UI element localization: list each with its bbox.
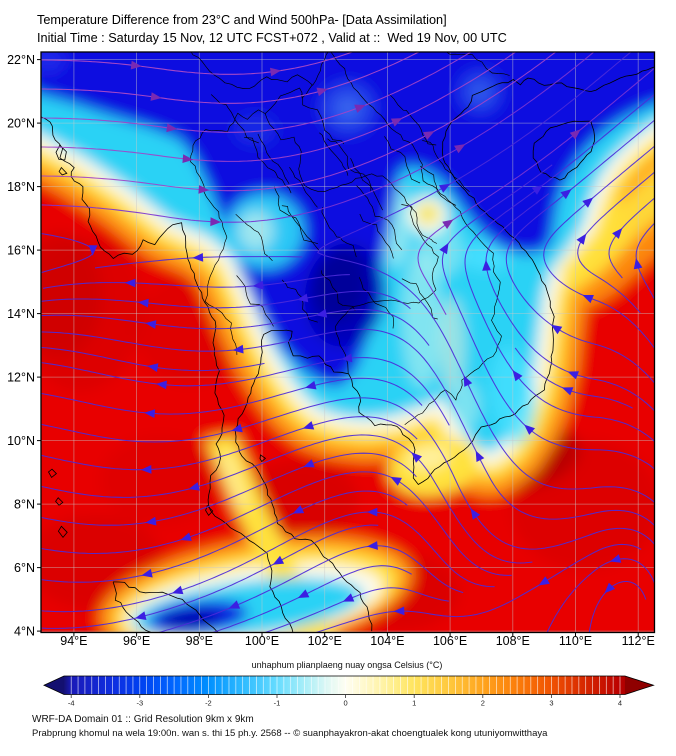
svg-text:-3: -3 <box>136 699 143 708</box>
svg-text:8°N: 8°N <box>14 497 35 511</box>
svg-text:3: 3 <box>549 699 553 708</box>
svg-text:14°N: 14°N <box>7 307 35 321</box>
svg-text:-1: -1 <box>274 699 281 708</box>
svg-text:98°E: 98°E <box>186 634 213 648</box>
svg-text:0: 0 <box>344 699 348 708</box>
svg-text:108°E: 108°E <box>496 634 530 648</box>
svg-text:Prabprung khomul na wela 19:00: Prabprung khomul na wela 19:00n. wan s. … <box>32 728 548 739</box>
svg-text:4: 4 <box>618 699 622 708</box>
svg-text:22°N: 22°N <box>7 53 35 67</box>
svg-text:96°E: 96°E <box>123 634 150 648</box>
svg-text:unhaphum plianplaeng nuay ongs: unhaphum plianplaeng nuay ongsa Celsius … <box>252 660 443 670</box>
svg-text:-2: -2 <box>205 699 212 708</box>
svg-text:100°E: 100°E <box>245 634 279 648</box>
svg-text:12°N: 12°N <box>7 370 35 384</box>
svg-text:10°N: 10°N <box>7 434 35 448</box>
svg-text:4°N: 4°N <box>14 624 35 638</box>
svg-text:94°E: 94°E <box>60 634 87 648</box>
svg-text:16°N: 16°N <box>7 243 35 257</box>
svg-text:112°E: 112°E <box>622 634 655 648</box>
svg-text:104°E: 104°E <box>370 634 404 648</box>
svg-text:1: 1 <box>412 699 416 708</box>
svg-text:106°E: 106°E <box>433 634 467 648</box>
svg-text:WRF-DA Domain 01 :: Grid Resol: WRF-DA Domain 01 :: Grid Resolution 9km … <box>32 714 254 725</box>
svg-text:-4: -4 <box>68 699 75 708</box>
svg-text:18°N: 18°N <box>7 180 35 194</box>
svg-text:20°N: 20°N <box>7 116 35 130</box>
svg-text:110°E: 110°E <box>559 634 592 648</box>
svg-text:2: 2 <box>481 699 485 708</box>
svg-text:6°N: 6°N <box>14 561 35 575</box>
svg-text:102°E: 102°E <box>308 634 342 648</box>
